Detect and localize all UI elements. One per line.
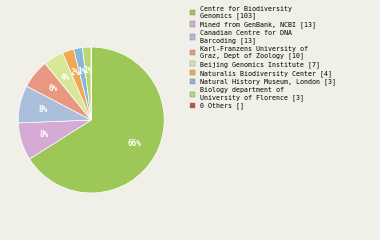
Wedge shape [82,47,91,120]
Text: 4%: 4% [61,73,70,82]
Text: 8%: 8% [38,105,48,114]
Text: 2%: 2% [71,68,80,78]
Text: 6%: 6% [48,84,57,93]
Wedge shape [30,47,164,193]
Text: 66%: 66% [128,139,142,148]
Wedge shape [63,49,91,120]
Legend: Centre for Biodiversity
Genomics [103], Mined from GenBank, NCBI [13], Canadian : Centre for Biodiversity Genomics [103], … [190,6,336,109]
Wedge shape [27,64,91,120]
Wedge shape [18,86,91,123]
Wedge shape [45,53,91,120]
Text: 1%: 1% [78,67,87,76]
Text: 8%: 8% [39,130,49,139]
Wedge shape [74,48,91,120]
Wedge shape [18,120,91,159]
Text: 1%: 1% [84,66,93,75]
